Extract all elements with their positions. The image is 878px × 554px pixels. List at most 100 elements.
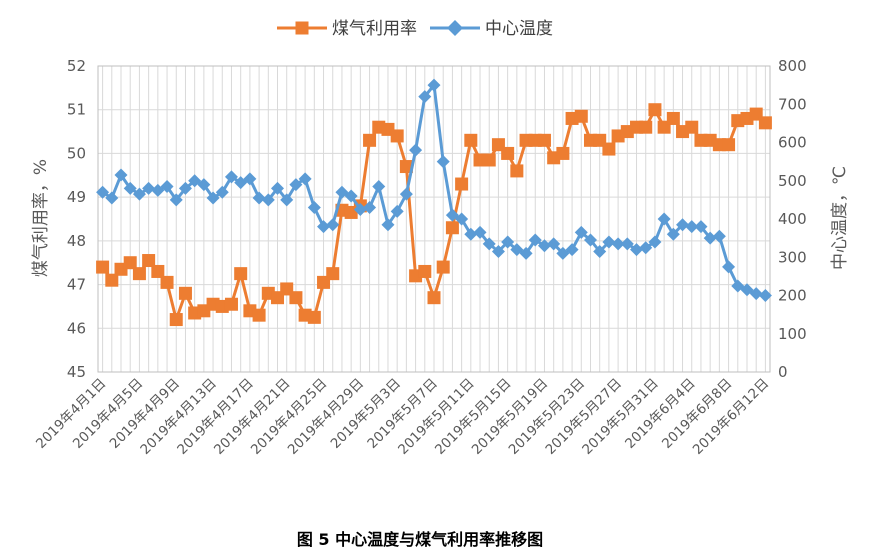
left-tick-label: 51 (67, 101, 86, 119)
point-gas-utilization (639, 120, 653, 134)
point-center-temperature (611, 237, 625, 251)
point-gas-utilization (427, 291, 441, 305)
point-center-temperature (620, 237, 634, 251)
point-center-temperature (215, 185, 229, 199)
point-center-temperature (197, 178, 211, 192)
point-gas-utilization (252, 308, 266, 322)
point-center-temperature (722, 260, 736, 274)
point-center-temperature (574, 225, 588, 239)
point-center-temperature (123, 181, 137, 195)
plot-area (97, 65, 771, 373)
point-center-temperature (510, 243, 524, 257)
right-axis-ticks: 0 100 200 300 400 500 600 700 800 (778, 57, 807, 381)
point-center-temperature (271, 181, 285, 195)
point-gas-utilization (289, 291, 303, 305)
point-center-temperature (473, 225, 487, 239)
legend: 煤气利用率 中心温度 (277, 19, 553, 39)
point-center-temperature (96, 185, 110, 199)
point-center-temperature (565, 243, 579, 257)
point-center-temperature (160, 179, 174, 193)
point-center-temperature (335, 185, 349, 199)
point-center-temperature (648, 235, 662, 249)
right-tick-label: 100 (778, 325, 807, 343)
point-gas-utilization (574, 109, 588, 123)
point-gas-utilization (160, 275, 174, 289)
point-center-temperature (537, 239, 551, 253)
point-gas-utilization (151, 264, 165, 278)
point-gas-utilization (510, 164, 524, 178)
point-center-temperature (363, 201, 377, 215)
point-gas-utilization (123, 256, 137, 270)
left-tick-label: 50 (67, 144, 86, 162)
point-center-temperature (583, 233, 597, 247)
point-center-temperature (353, 202, 367, 216)
point-center-temperature (409, 143, 423, 157)
point-gas-utilization (178, 286, 192, 300)
point-center-temperature (317, 220, 331, 234)
point-center-temperature (464, 227, 478, 241)
point-center-temperature (491, 245, 505, 259)
point-gas-utilization (418, 264, 432, 278)
right-tick-label: 800 (778, 57, 807, 75)
point-center-temperature (307, 201, 321, 215)
point-center-temperature (151, 183, 165, 197)
point-gas-utilization (390, 129, 404, 143)
point-center-temperature (224, 170, 238, 184)
point-center-temperature (298, 172, 312, 186)
point-center-temperature (206, 191, 220, 205)
point-center-temperature (501, 235, 515, 249)
point-center-temperature (188, 174, 202, 188)
point-center-temperature (261, 193, 275, 207)
point-gas-utilization (436, 260, 450, 274)
point-center-temperature (372, 179, 386, 193)
point-gas-utilization (399, 160, 413, 174)
series-group (96, 78, 772, 327)
legend-marker-center-temperature (447, 20, 463, 36)
point-gas-utilization (234, 267, 248, 281)
point-gas-utilization (326, 267, 340, 281)
point-center-temperature (132, 187, 146, 201)
point-center-temperature (740, 283, 754, 297)
point-center-temperature (418, 90, 432, 104)
point-center-temperature (234, 176, 248, 190)
point-center-temperature (289, 178, 303, 192)
point-center-temperature (685, 220, 699, 234)
point-center-temperature (528, 233, 542, 247)
left-tick-label: 46 (67, 319, 86, 337)
point-gas-utilization (648, 103, 662, 117)
point-center-temperature (519, 246, 533, 260)
point-center-temperature (712, 229, 726, 243)
legend-label-gas-utilization: 煤气利用率 (332, 19, 417, 39)
point-center-temperature (482, 237, 496, 251)
point-gas-utilization (142, 254, 156, 268)
point-center-temperature (455, 212, 469, 226)
point-gas-utilization (685, 120, 699, 134)
point-center-temperature (731, 279, 745, 293)
point-center-temperature (344, 189, 358, 203)
point-gas-utilization (464, 133, 478, 147)
point-center-temperature (436, 155, 450, 169)
point-gas-utilization (758, 116, 772, 130)
point-center-temperature (390, 204, 404, 218)
point-center-temperature (243, 172, 257, 186)
point-center-temperature (666, 227, 680, 241)
point-gas-utilization (602, 142, 616, 156)
point-center-temperature (114, 168, 128, 182)
point-center-temperature (381, 218, 395, 232)
point-center-temperature (326, 218, 340, 232)
point-center-temperature (142, 181, 156, 195)
point-center-temperature (630, 243, 644, 257)
point-gas-utilization (169, 313, 183, 327)
point-center-temperature (399, 187, 413, 201)
point-gas-utilization (105, 273, 119, 287)
right-tick-label: 400 (778, 210, 807, 228)
point-gas-utilization (132, 267, 146, 281)
point-gas-utilization (482, 153, 496, 167)
x-axis-ticks: 2019年4月1日2019年4月5日2019年4月9日2019年4月13日201… (33, 376, 772, 458)
point-center-temperature (602, 235, 616, 249)
point-center-temperature (703, 231, 717, 245)
point-gas-utilization (307, 310, 321, 324)
point-center-temperature (593, 245, 607, 259)
right-tick-label: 0 (778, 363, 788, 381)
left-axis-label: 煤气利用率，% (31, 159, 51, 277)
